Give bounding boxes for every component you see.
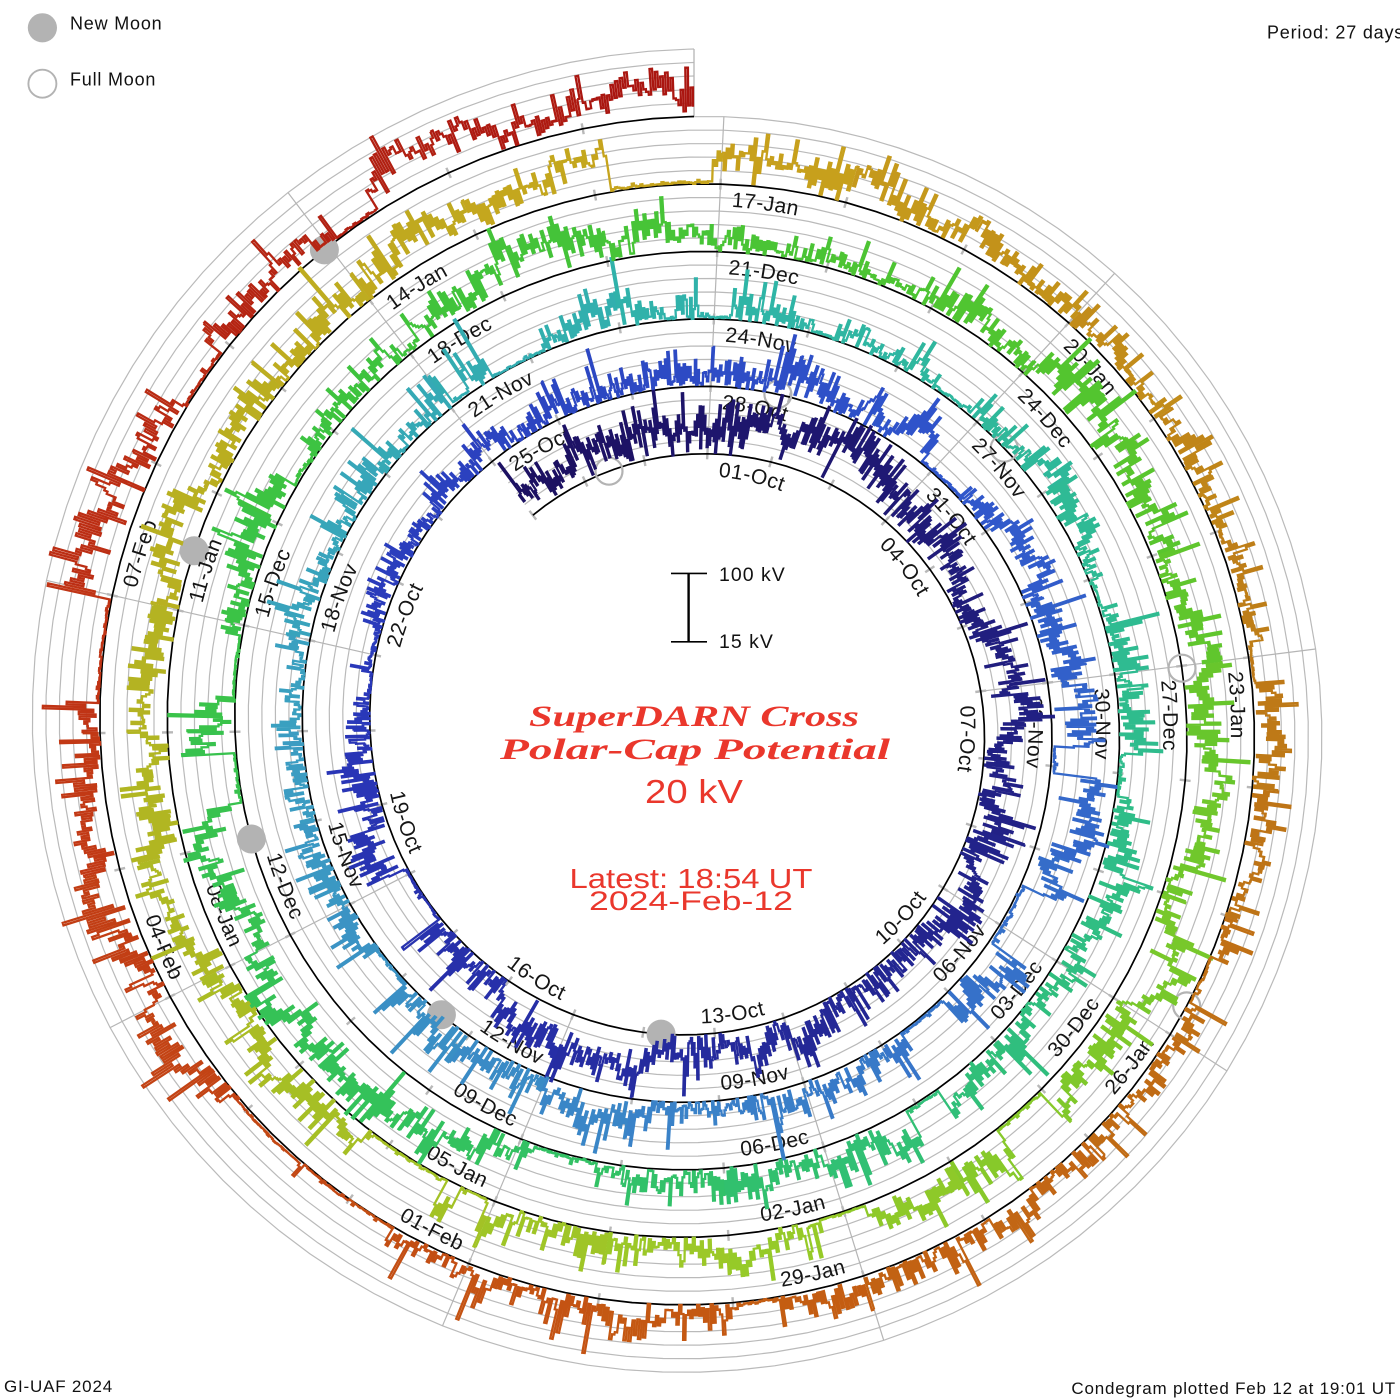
svg-text:100 kV: 100 kV — [719, 564, 786, 586]
svg-text:15 kV: 15 kV — [719, 631, 774, 653]
svg-text:Polar-Cap Potential: Polar-Cap Potential — [498, 733, 891, 766]
svg-text:Condegram plotted Feb 12 at 19: Condegram plotted Feb 12 at 19:01 UT — [1071, 1379, 1396, 1398]
svg-text:20 kV: 20 kV — [645, 773, 743, 810]
svg-text:27-Dec: 27-Dec — [1156, 679, 1181, 751]
svg-text:07-Oct: 07-Oct — [952, 705, 979, 774]
svg-text:2024-Feb-12: 2024-Feb-12 — [589, 886, 793, 916]
svg-text:Latest: 18:54 UT: Latest: 18:54 UT — [570, 863, 813, 894]
svg-text:GI-UAF 2024: GI-UAF 2024 — [4, 1377, 113, 1396]
svg-text:SuperDARN Cross: SuperDARN Cross — [529, 700, 859, 733]
svg-text:New Moon: New Moon — [70, 14, 162, 34]
svg-text:Period: 27 days: Period: 27 days — [1267, 23, 1400, 43]
svg-text:Full Moon: Full Moon — [70, 70, 156, 90]
